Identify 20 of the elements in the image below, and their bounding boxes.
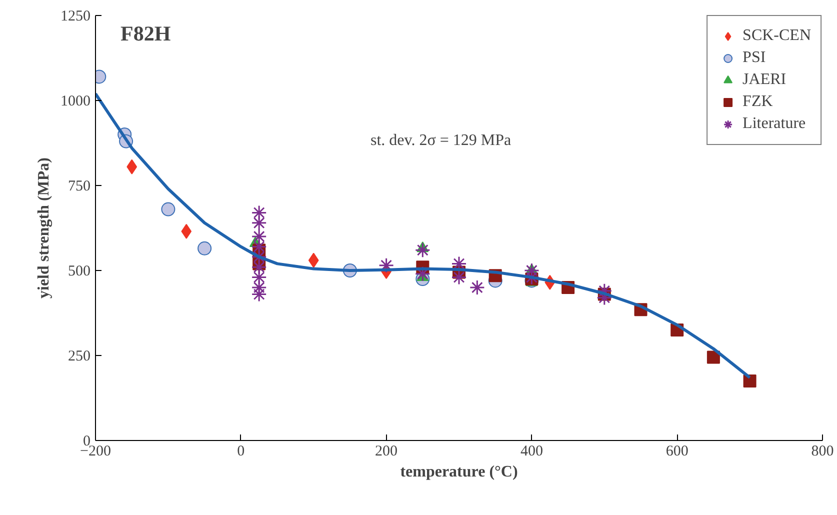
chart-title: F82H: [120, 22, 171, 46]
x-tick-label: 200: [375, 444, 398, 460]
x-tick-label: 600: [666, 444, 688, 460]
y-tick-label: 750: [68, 178, 90, 194]
annotation: st. dev. 2σ = 129 MPa: [370, 132, 512, 149]
legend-label: PSI: [742, 49, 766, 67]
y-tick-label: 1250: [60, 8, 90, 24]
y-tick-label: 1000: [60, 94, 90, 110]
legend-label: Literature: [742, 115, 806, 133]
legend-label: FZK: [742, 93, 773, 111]
legend-label: JAERI: [742, 71, 786, 89]
y-tick-label: 250: [68, 348, 90, 364]
x-tick-label: 0: [237, 444, 245, 460]
legend-label: SCK-CEN: [742, 27, 811, 45]
y-axis-title: yield strength (MPa): [36, 157, 52, 299]
x-axis-title: temperature (°C): [400, 464, 518, 480]
y-tick-label: 500: [68, 264, 90, 280]
y-tick-label: 0: [83, 434, 90, 450]
x-tick-label: 800: [811, 444, 834, 460]
x-tick-label: 400: [520, 444, 543, 460]
